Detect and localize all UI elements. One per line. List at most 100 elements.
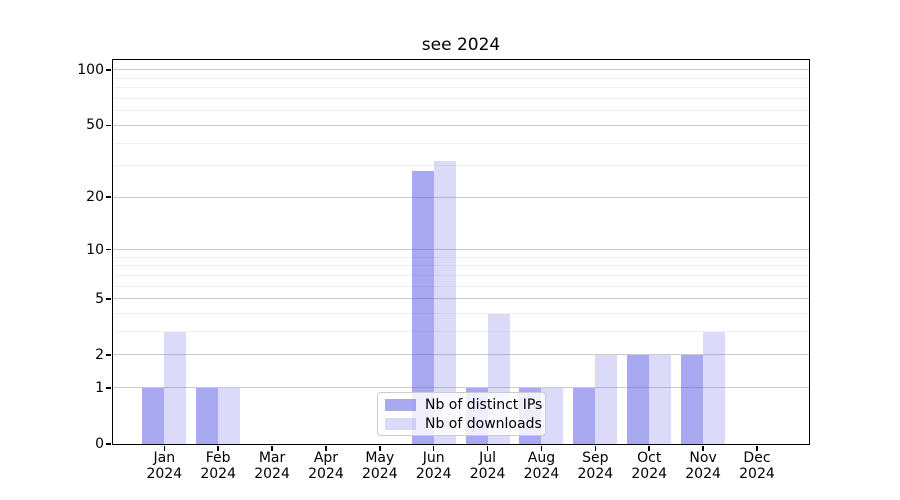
x-tick-label-line: 2024 bbox=[415, 466, 452, 482]
x-tick-mark bbox=[486, 445, 489, 451]
minor-gridline bbox=[113, 256, 809, 258]
x-tick-label: Jun 2024 bbox=[402, 450, 466, 482]
major-gridline bbox=[113, 249, 809, 251]
legend-item-downloads: Nb of downloads bbox=[385, 416, 542, 432]
x-tick-label-line: Aug bbox=[527, 450, 556, 466]
x-tick-label-line: 2024 bbox=[146, 466, 183, 482]
major-gridline bbox=[113, 298, 809, 300]
minor-gridline bbox=[113, 331, 809, 333]
y-tick-mark bbox=[106, 387, 112, 389]
y-tick-mark bbox=[106, 124, 112, 127]
x-tick-label-line: Nov bbox=[689, 450, 717, 466]
minor-gridline bbox=[113, 274, 809, 276]
x-tick-mark bbox=[379, 445, 381, 451]
bar-distinct-ips bbox=[573, 387, 596, 444]
minor-gridline bbox=[113, 265, 809, 267]
x-tick-mark bbox=[432, 445, 435, 451]
minor-gridline bbox=[113, 285, 809, 287]
y-tick-mark bbox=[106, 196, 112, 199]
x-tick-label-line: 2024 bbox=[577, 466, 614, 482]
bar-downloads bbox=[218, 387, 241, 444]
x-tick-label: Sep 2024 bbox=[563, 450, 627, 482]
x-tick-label-line: 2024 bbox=[631, 466, 668, 482]
y-tick-label: 5 bbox=[95, 290, 104, 307]
x-tick-label: Mar 2024 bbox=[240, 450, 304, 482]
x-tick-label-line: Oct bbox=[637, 450, 662, 466]
minor-gridline bbox=[113, 142, 809, 144]
bar-distinct-ips bbox=[681, 354, 704, 444]
y-tick-label: 10 bbox=[86, 241, 104, 258]
bar-distinct-ips bbox=[196, 387, 219, 444]
x-tick-mark bbox=[702, 445, 704, 451]
x-tick-label-line: Apr bbox=[313, 450, 339, 466]
bar-downloads bbox=[164, 331, 187, 444]
x-tick-label: Apr 2024 bbox=[294, 450, 358, 482]
x-tick-mark bbox=[163, 445, 166, 451]
x-tick-label: Oct 2024 bbox=[617, 450, 681, 482]
x-tick-mark bbox=[648, 445, 650, 451]
x-tick-label-line: 2024 bbox=[308, 466, 344, 482]
minor-gridline bbox=[113, 98, 809, 100]
y-tick-mark bbox=[106, 248, 112, 251]
y-tick-mark bbox=[106, 297, 112, 300]
bar-downloads bbox=[703, 331, 726, 444]
bar-downloads bbox=[433, 160, 456, 444]
major-gridline bbox=[113, 354, 809, 356]
x-tick-label-line: Jul bbox=[479, 450, 497, 466]
x-tick-mark bbox=[540, 445, 543, 451]
y-tick-mark bbox=[106, 354, 112, 356]
x-tick-mark bbox=[271, 445, 273, 451]
legend-label-distinct-ips: Nb of distinct IPs bbox=[425, 396, 543, 413]
bar-downloads bbox=[649, 354, 672, 444]
y-tick-label: 20 bbox=[86, 189, 104, 206]
y-tick-mark bbox=[106, 69, 112, 71]
x-tick-label: Jan 2024 bbox=[132, 450, 196, 482]
major-gridline bbox=[113, 69, 809, 71]
major-gridline bbox=[113, 196, 809, 198]
x-tick-label-line: 2024 bbox=[254, 466, 290, 482]
x-tick-label-line: 2024 bbox=[361, 466, 398, 482]
y-tick-label: 100 bbox=[77, 61, 104, 78]
x-tick-label: Aug 2024 bbox=[509, 450, 573, 482]
legend-swatch-downloads-icon bbox=[385, 417, 416, 430]
y-tick-label: 50 bbox=[86, 117, 104, 134]
x-tick-label-line: Jun bbox=[422, 450, 445, 466]
x-tick-label-line: 2024 bbox=[739, 466, 775, 482]
minor-gridline bbox=[113, 110, 809, 112]
x-tick-label-line: Feb bbox=[205, 450, 231, 466]
x-tick-label-line: Sep bbox=[582, 450, 609, 466]
x-tick-label: Nov 2024 bbox=[671, 450, 735, 482]
y-tick-label: 2 bbox=[95, 346, 104, 363]
bar-distinct-ips bbox=[627, 354, 650, 444]
y-tick-label: 1 bbox=[95, 379, 104, 396]
chart-title: see 2024 bbox=[421, 35, 501, 55]
x-tick-label: Jul 2024 bbox=[456, 450, 520, 482]
major-gridline bbox=[113, 387, 809, 389]
legend-label-downloads: Nb of downloads bbox=[425, 415, 542, 432]
legend-swatch-distinct-ips-icon bbox=[385, 398, 416, 411]
x-tick-label: Feb 2024 bbox=[186, 450, 250, 482]
bar-downloads bbox=[541, 387, 564, 444]
x-tick-label: May 2024 bbox=[348, 450, 412, 482]
minor-gridline bbox=[113, 77, 809, 79]
y-tick-label: 0 bbox=[95, 436, 104, 452]
x-tick-mark bbox=[756, 445, 758, 451]
bar-distinct-ips bbox=[142, 387, 165, 444]
minor-gridline bbox=[113, 313, 809, 315]
x-tick-mark bbox=[325, 445, 327, 451]
x-tick-label-line: Jan bbox=[153, 450, 176, 466]
bar-downloads bbox=[595, 354, 618, 444]
major-gridline bbox=[113, 124, 809, 126]
x-tick-label-line: 2024 bbox=[200, 466, 236, 482]
x-tick-label: Dec 2024 bbox=[725, 450, 789, 482]
x-tick-mark bbox=[594, 445, 597, 451]
legend: Nb of distinct IPs Nb of downloads bbox=[377, 392, 546, 436]
plot-area bbox=[112, 59, 810, 445]
x-tick-label-line: 2024 bbox=[685, 466, 721, 482]
x-tick-label-line: May bbox=[365, 450, 395, 466]
legend-item-distinct-ips: Nb of distinct IPs bbox=[385, 397, 542, 413]
minor-gridline bbox=[113, 87, 809, 89]
y-tick-mark bbox=[106, 443, 112, 445]
x-tick-label-line: 2024 bbox=[523, 466, 560, 482]
